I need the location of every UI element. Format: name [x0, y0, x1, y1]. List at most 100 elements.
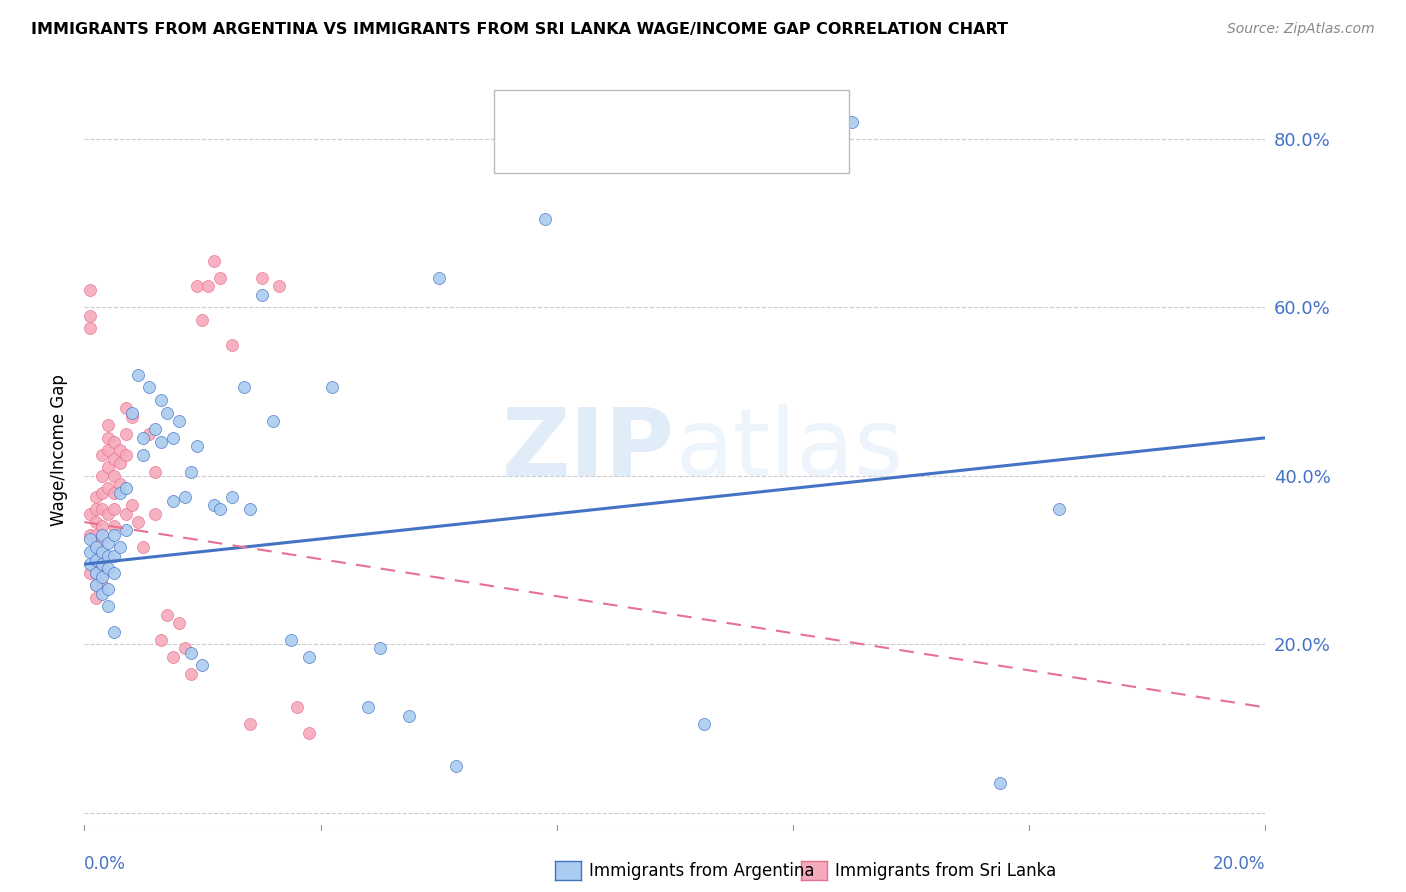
Point	[534, 211, 557, 226]
Point	[250, 287, 273, 301]
Point	[262, 414, 284, 428]
Point	[97, 431, 120, 445]
Point	[121, 405, 143, 420]
Point	[132, 541, 155, 555]
Point	[91, 468, 114, 483]
Point	[97, 549, 120, 563]
Point	[280, 633, 302, 648]
Point	[269, 279, 291, 293]
Point	[298, 725, 321, 739]
Point	[180, 666, 202, 681]
Point	[143, 422, 166, 436]
Point	[91, 566, 114, 580]
Text: 20.0%: 20.0%	[1213, 855, 1265, 872]
Point	[221, 338, 243, 352]
Point	[173, 490, 195, 504]
Point	[103, 566, 125, 580]
Text: Source: ZipAtlas.com: Source: ZipAtlas.com	[1227, 22, 1375, 37]
Point	[162, 494, 184, 508]
Text: ZIP: ZIP	[502, 404, 675, 497]
Point	[84, 578, 107, 592]
Point	[321, 380, 343, 394]
Point	[84, 502, 107, 516]
Point	[97, 460, 120, 475]
Y-axis label: Wage/Income Gap: Wage/Income Gap	[51, 375, 69, 526]
Point	[232, 380, 254, 394]
Point	[91, 502, 114, 516]
Point	[221, 490, 243, 504]
Point	[368, 641, 391, 656]
Point	[103, 451, 125, 466]
Point	[108, 443, 131, 458]
Point	[79, 321, 101, 335]
Point	[79, 557, 101, 572]
Point	[114, 401, 136, 416]
Point	[103, 527, 125, 541]
Point	[988, 776, 1011, 790]
Point	[357, 700, 380, 714]
Point	[97, 536, 120, 550]
Point	[114, 507, 136, 521]
Point	[91, 544, 114, 558]
Point	[84, 566, 107, 580]
Point	[91, 549, 114, 563]
Text: R = -0.070    N = 67: R = -0.070 N = 67	[555, 138, 738, 156]
Point	[132, 448, 155, 462]
Point	[79, 566, 101, 580]
Point	[84, 566, 107, 580]
Text: atlas: atlas	[675, 404, 903, 497]
Point	[91, 527, 114, 541]
Point	[103, 435, 125, 450]
Point	[132, 431, 155, 445]
Point	[150, 392, 173, 407]
Point	[84, 515, 107, 529]
Point	[191, 658, 214, 673]
Point	[84, 490, 107, 504]
Point	[84, 557, 107, 572]
Point	[91, 485, 114, 500]
Point	[156, 607, 179, 622]
Text: 0.0%: 0.0%	[84, 855, 127, 872]
Point	[250, 270, 273, 285]
Point	[186, 439, 208, 453]
Point	[91, 532, 114, 546]
Point	[84, 541, 107, 555]
Point	[285, 700, 308, 714]
Point	[103, 519, 125, 533]
Text: Immigrants from Argentina: Immigrants from Argentina	[589, 862, 814, 880]
Point	[298, 649, 321, 664]
Point	[150, 435, 173, 450]
Point	[84, 578, 107, 592]
Point	[1047, 502, 1070, 516]
Point	[150, 633, 173, 648]
Point	[693, 717, 716, 731]
Text: R =   0.156    N = 62: R = 0.156 N = 62	[555, 103, 742, 120]
Point	[97, 443, 120, 458]
Point	[79, 544, 101, 558]
Point	[79, 532, 101, 546]
Point	[180, 646, 202, 660]
Point	[108, 456, 131, 470]
Point	[79, 527, 101, 541]
Point	[108, 541, 131, 555]
Point	[197, 279, 219, 293]
Point	[103, 502, 125, 516]
Point	[446, 759, 468, 773]
Point	[97, 482, 120, 496]
Point	[162, 431, 184, 445]
Point	[239, 717, 262, 731]
Text: Immigrants from Sri Lanka: Immigrants from Sri Lanka	[835, 862, 1056, 880]
Point	[114, 482, 136, 496]
Point	[398, 708, 420, 723]
Point	[79, 284, 101, 298]
Point	[138, 426, 160, 441]
Point	[84, 553, 107, 567]
Point	[91, 519, 114, 533]
Point	[108, 477, 131, 491]
Point	[127, 515, 149, 529]
Point	[103, 624, 125, 639]
Point	[143, 507, 166, 521]
Point	[173, 641, 195, 656]
Point	[427, 270, 450, 285]
Point	[84, 591, 107, 605]
